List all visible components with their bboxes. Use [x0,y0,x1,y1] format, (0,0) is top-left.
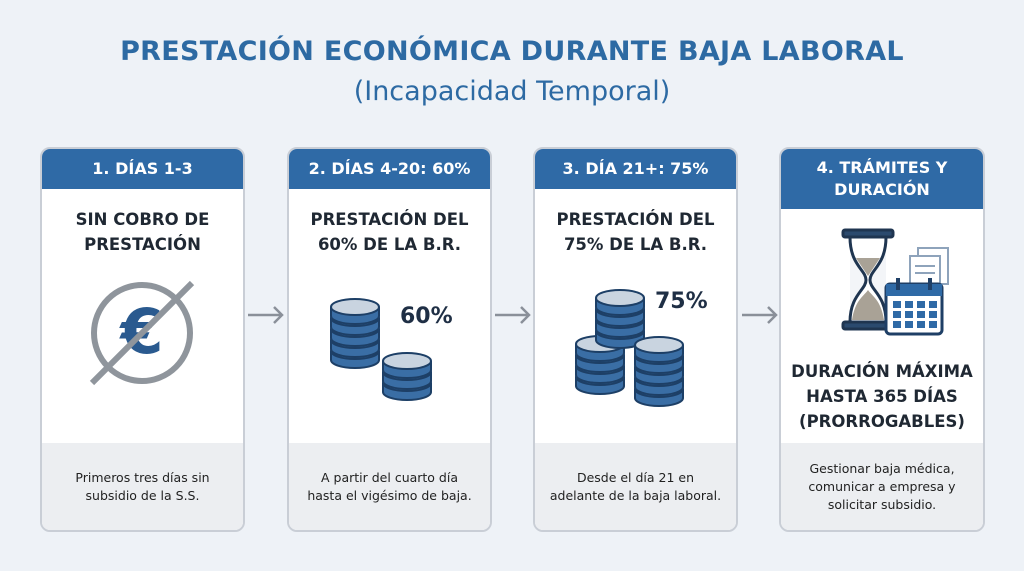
heading-line: PRESTACIÓN DEL [556,210,715,229]
arrow [495,306,531,324]
heading-line: DURACIÓN MÁXIMA [791,362,973,381]
card-step: 4. TRÁMITES Y [816,158,948,177]
card-header: 1. DÍAS 1-3 [42,149,243,189]
card-step: DURACIÓN [834,180,930,199]
card-header: 4. TRÁMITES Y DURACIÓN [781,149,983,209]
arrow [742,306,778,324]
card-heading: SIN COBRO DE PRESTACIÓN [42,207,243,257]
card-header: 3. DÍA 21+: 75% [535,149,736,189]
footer-line: solicitar subsidio. [827,496,937,512]
hourglass-icon [841,228,895,331]
heading-line: 60% DE LA B.R. [317,235,462,254]
card: 1. DÍAS 1-3 SIN COBRO DE PRESTACIÓN Primero… [40,147,245,532]
arrow [248,306,284,324]
card-step: 1. DÍAS 1-3 [92,159,193,178]
card-heading: DURACIÓN MÁXIMA HASTA 365 DÍAS (PRORROGABL… [781,359,983,434]
coin-stack [330,298,380,369]
arrows [248,306,778,324]
icon-label: 60% [400,304,453,329]
footer-line: comunicar a empresa y [808,478,956,494]
heading-line: SIN COBRO DE [75,210,210,229]
subtitle: (Incapacidad Temporal) [353,76,671,107]
heading-line: 75% DE LA B.R. [563,235,708,254]
calendar-icon [884,278,944,336]
footer-line: Gestionar baja médica, [809,460,955,476]
coin-icons [330,289,684,407]
heading-line: HASTA 365 DÍAS [806,387,958,406]
footer-line: subsidio de la S.S. [85,487,200,503]
coin-stack [634,336,684,407]
card-heading: PRESTACIÓN DEL 75% DE LA B.R. [535,207,736,257]
card: 2. DÍAS 4-20: 60% PRESTACIÓN DEL 60% DE LA… [287,147,492,532]
card: 4. TRÁMITES Y DURACIÓN DURACIÓN MÁXIMA HAST… [779,147,985,532]
footer-line: adelante de la baja laboral. [549,487,722,503]
card-footer: Desde el día 21 en adelante de la baja la… [535,443,736,530]
heading-line: PRESTACIÓN DEL [310,210,469,229]
card-footer: Gestionar baja médica, comunicar a empres… [781,443,983,530]
card-heading: PRESTACIÓN DEL 60% DE LA B.R. [289,207,490,257]
card-footer: Primeros tres días sin subsidio de la S.S… [42,443,243,530]
coin-stack [595,289,645,349]
footer-line: hasta el vigésimo de baja. [307,487,472,503]
card-step: 3. DÍA 21+: 75% [562,159,709,178]
footer-line: Desde el día 21 en [576,469,695,485]
no-euro-icon: € [89,280,195,386]
coin-stack [382,352,432,401]
footer-line: A partir del cuarto día [321,469,458,485]
coin-stack [575,335,625,395]
heading-line: (PRORROGABLES) [799,412,965,431]
card-step: 2. DÍAS 4-20: 60% [308,159,471,178]
icon-label: 75% [655,289,708,314]
heading-line: PRESTACIÓN [84,235,201,254]
card-footer: A partir del cuarto día hasta el vigésimo… [289,443,490,530]
card-header: 2. DÍAS 4-20: 60% [289,149,490,189]
title: PRESTACIÓN ECONÓMICA DURANTE BAJA LABORA… [120,36,904,67]
footer-line: Primeros tres días sin [75,469,210,485]
